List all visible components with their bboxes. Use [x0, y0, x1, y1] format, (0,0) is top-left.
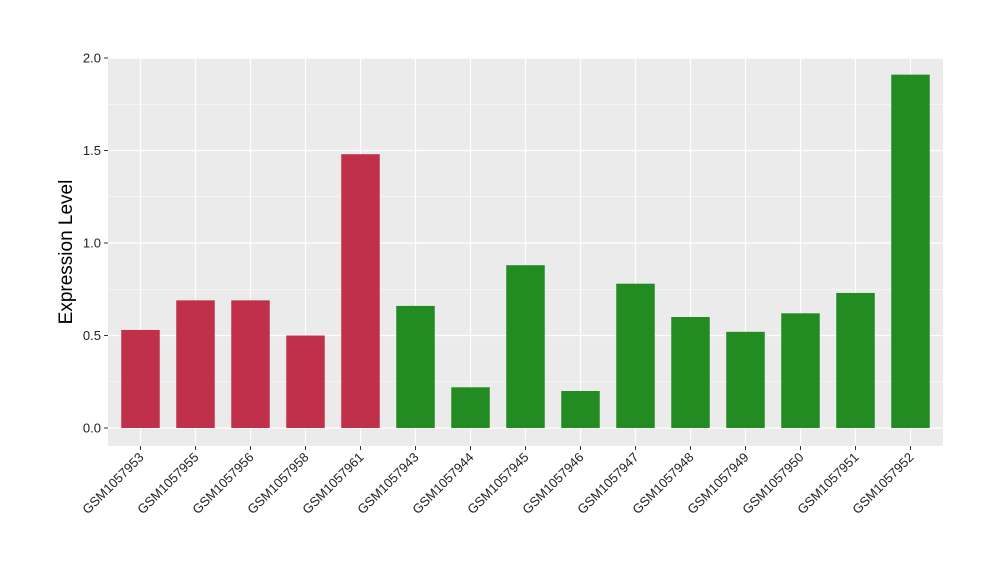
x-axis: GSM1057953GSM1057955GSM1057956GSM1057958…	[79, 446, 917, 517]
bar	[836, 292, 875, 428]
y-axis-title: Expression Level	[56, 180, 77, 325]
bar	[231, 300, 270, 428]
y-tick-label: 2.0	[83, 51, 101, 66]
bar	[616, 283, 655, 428]
bar	[176, 300, 215, 428]
y-axis: 0.0 0.5 1.0 1.5 2.0	[83, 51, 108, 436]
bar	[726, 331, 765, 428]
bar	[506, 265, 545, 428]
bar	[561, 391, 600, 428]
y-tick-label: 1.0	[83, 236, 101, 251]
y-tick-label: 1.5	[83, 143, 101, 158]
y-tick-label: 0.0	[83, 421, 101, 436]
bar	[286, 335, 325, 428]
bar	[891, 74, 930, 429]
bars-group	[121, 74, 930, 429]
bar	[341, 154, 380, 428]
bar	[396, 305, 435, 428]
bar	[451, 387, 490, 428]
bar	[781, 313, 820, 428]
bar	[121, 329, 160, 428]
y-tick-label: 0.5	[83, 328, 101, 343]
bar	[671, 317, 710, 428]
